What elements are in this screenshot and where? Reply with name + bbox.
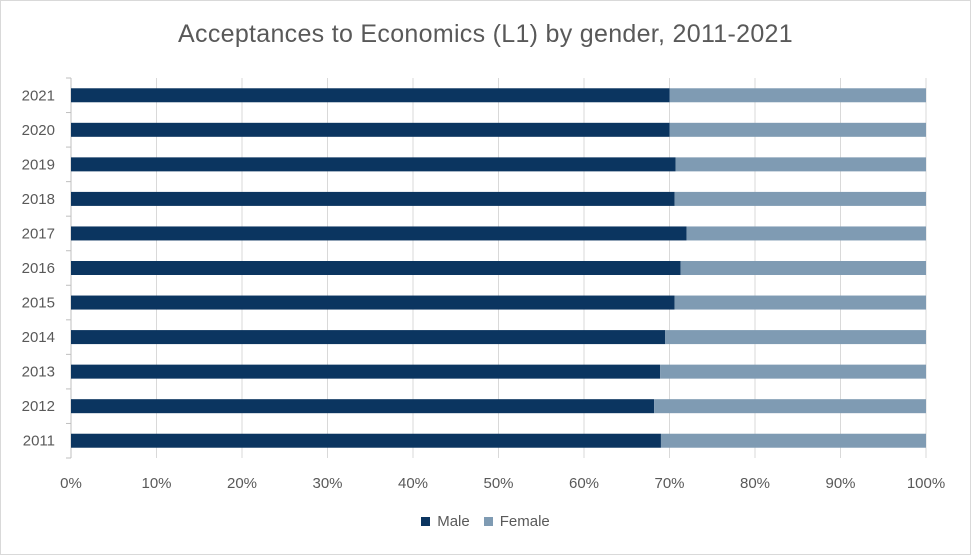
x-tick-label: 80%	[740, 475, 770, 492]
y-tick-label: 2013	[22, 364, 55, 381]
x-tick-label: 90%	[825, 475, 855, 492]
bar-female-2012	[654, 399, 926, 414]
y-tick-label: 2018	[22, 191, 55, 208]
bar-male-2011	[71, 433, 661, 448]
y-tick-label: 2014	[22, 329, 55, 346]
y-tick-label: 2011	[23, 433, 55, 450]
legend-swatch-female	[483, 517, 493, 526]
bar-female-2018	[674, 191, 926, 206]
legend-swatch-male	[421, 517, 431, 526]
bar-female-2011	[660, 433, 926, 448]
bar-female-2013	[660, 364, 926, 379]
y-tick-label: 2015	[22, 295, 55, 312]
y-tick-label: 2020	[22, 122, 55, 139]
legend-item-female: Female	[483, 513, 550, 530]
y-tick-label: 2017	[22, 225, 55, 242]
bar-female-2019	[675, 157, 926, 172]
x-tick-label: 40%	[398, 475, 428, 492]
chart-title: Acceptances to Economics (L1) by gender,…	[178, 20, 793, 48]
x-tick-label: 20%	[227, 475, 257, 492]
bar-female-2021	[669, 88, 926, 103]
bar-male-2016	[71, 261, 681, 275]
x-tick-label: 30%	[312, 475, 342, 492]
legend-label-female: Female	[499, 513, 550, 530]
x-tick-label: 70%	[654, 475, 684, 492]
bar-female-2015	[674, 295, 926, 310]
bar-male-2018	[71, 191, 675, 206]
x-tick-label: 0%	[60, 475, 82, 492]
bar-male-2017	[71, 226, 687, 241]
y-tick-label: 2021	[22, 87, 55, 104]
y-tick-label: 2012	[22, 398, 55, 415]
bar-female-2020	[669, 122, 926, 137]
bar-female-2017	[686, 226, 926, 241]
legend-item-male: Male	[421, 513, 470, 530]
y-tick-label: 2016	[22, 260, 55, 277]
x-tick-label: 50%	[483, 475, 513, 492]
bar-male-2019	[71, 157, 676, 172]
legend: Male Female	[0, 513, 971, 530]
bar-male-2021	[71, 88, 670, 103]
legend-label-male: Male	[437, 513, 470, 530]
bar-male-2015	[71, 295, 675, 310]
bar-female-2016	[680, 261, 926, 275]
x-tick-label: 60%	[569, 475, 599, 492]
bar-male-2020	[71, 122, 670, 137]
x-tick-label: 100%	[907, 475, 945, 492]
bar-male-2014	[71, 330, 666, 345]
bar-male-2013	[71, 364, 661, 379]
bar-female-2014	[665, 330, 926, 345]
bar-male-2012	[71, 399, 655, 414]
x-tick-label: 10%	[141, 475, 171, 492]
y-tick-label: 2019	[22, 156, 55, 173]
